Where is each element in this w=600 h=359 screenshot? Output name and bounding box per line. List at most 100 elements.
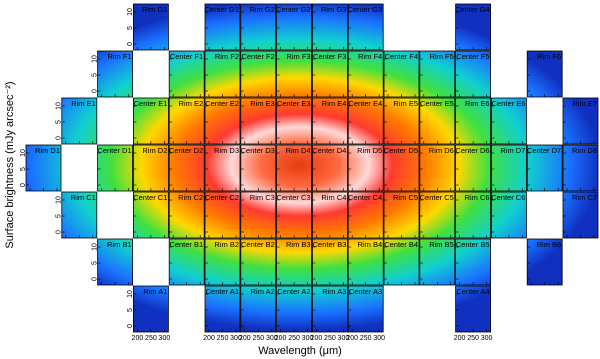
x-tick-label: 300: [338, 335, 350, 342]
panel-label: Rim E5: [393, 99, 418, 108]
panel-label: Center D1: [97, 146, 131, 155]
panel-label: Center C5: [420, 193, 454, 202]
y-tick-label: 0: [127, 324, 134, 328]
panel-label: Center D4: [312, 146, 346, 155]
x-tick-label: 200: [346, 335, 358, 342]
panel-label: Center F3: [313, 52, 346, 61]
panel-label: Center F1: [170, 52, 203, 61]
panel-label: Rim D2: [142, 146, 167, 155]
y-tick-label: 10: [91, 243, 98, 251]
panel: [204, 191, 241, 239]
y-axis-label: Surface brightness (mJy arcsec⁻²): [4, 81, 16, 248]
panel-label: Rim B6: [537, 240, 562, 249]
panel-label: Rim D5: [357, 146, 382, 155]
panel-label: Rim A3: [322, 287, 346, 296]
panel: [276, 144, 313, 192]
panel: [490, 191, 527, 239]
y-tick-label: 5: [56, 120, 63, 124]
panel-label: Center B4: [384, 240, 418, 249]
y-tick-label: 0: [20, 183, 27, 187]
x-tick-label: 200: [203, 335, 215, 342]
panel: [240, 144, 277, 192]
panel-label: Rim F4: [358, 52, 382, 61]
y-tick-label: 5: [127, 26, 134, 30]
panel: [97, 144, 133, 192]
x-tick-label: 300: [302, 335, 314, 342]
panel: [562, 144, 599, 192]
x-tick-label: 200: [239, 335, 251, 342]
panel-label: Center E1: [134, 99, 168, 108]
panel: [168, 50, 205, 98]
panel-label: Rim E4: [322, 99, 347, 108]
x-tick-label: 250: [217, 335, 229, 342]
panel: [132, 97, 169, 145]
panel: [204, 238, 241, 286]
y-tick-label: 10: [56, 102, 63, 110]
y-tick-label: 5: [91, 73, 98, 77]
panel: [347, 238, 384, 286]
panel: [97, 238, 133, 286]
x-axis-label: Wavelength (μm): [258, 345, 342, 357]
panel: [347, 285, 384, 333]
panel: [276, 285, 313, 333]
panel: [311, 3, 348, 51]
y-tick-label: 0: [56, 230, 63, 234]
panel: [419, 191, 456, 239]
panel-label: Center G2: [276, 5, 311, 14]
panel: [419, 238, 456, 286]
y-tick-label: 5: [20, 167, 27, 171]
panel: [347, 3, 384, 51]
panel-label: Center D7: [527, 146, 561, 155]
panel-label: Rim E3: [250, 99, 275, 108]
panel: [276, 50, 313, 98]
panel: [97, 50, 133, 98]
panel-label: Rim A2: [251, 287, 275, 296]
panel-label: Center E5: [420, 99, 454, 108]
panel: [168, 144, 205, 192]
panel-label: Center C4: [348, 193, 382, 202]
panel-label: Rim F1: [107, 52, 131, 61]
panel-label: Rim G3: [321, 5, 346, 14]
y-tick-label: 10: [127, 8, 134, 16]
panel: [562, 97, 599, 145]
panel-label: Rim D3: [214, 146, 239, 155]
y-tick-label: 10: [56, 196, 63, 204]
panel-label: Center E6: [492, 99, 526, 108]
panel: [132, 144, 169, 192]
x-tick-label: 200: [311, 335, 323, 342]
x-tick-label: 300: [481, 335, 493, 342]
panel: [204, 3, 241, 51]
panel: [240, 238, 277, 286]
y-tick-label: 10: [127, 290, 134, 298]
y-tick-label: 0: [91, 89, 98, 93]
panel: [204, 97, 241, 145]
panel: [347, 97, 384, 145]
y-tick-label: 0: [56, 136, 63, 140]
panel-label: Rim C2: [178, 193, 203, 202]
x-tick-label: 250: [360, 335, 372, 342]
panel-label: Rim F3: [286, 52, 310, 61]
panel-label: Center D5: [384, 146, 418, 155]
panel-label: Rim F6: [537, 52, 561, 61]
panel-label: Center F2: [241, 52, 274, 61]
panel: [168, 97, 205, 145]
y-tick-label: 5: [127, 308, 134, 312]
y-tick-label: 10: [20, 149, 27, 157]
panel-label: Center A4: [456, 287, 489, 296]
panel: [276, 97, 313, 145]
panel: [455, 50, 492, 98]
panel: [383, 238, 420, 286]
panel-label: Center F5: [456, 52, 489, 61]
panel: [490, 97, 527, 145]
panel-label: Rim B2: [214, 240, 239, 249]
panel-label: Center F4: [385, 52, 418, 61]
panel-label: Center A3: [349, 287, 382, 296]
x-tick-label: 250: [145, 335, 157, 342]
panel-label: Rim B3: [286, 240, 311, 249]
panel-label: Center A2: [277, 287, 310, 296]
panel: [455, 191, 492, 239]
panel-label: Center B5: [456, 240, 490, 249]
panel-label: Rim F5: [430, 52, 454, 61]
panel: [276, 3, 313, 51]
y-tick-label: 5: [56, 214, 63, 218]
